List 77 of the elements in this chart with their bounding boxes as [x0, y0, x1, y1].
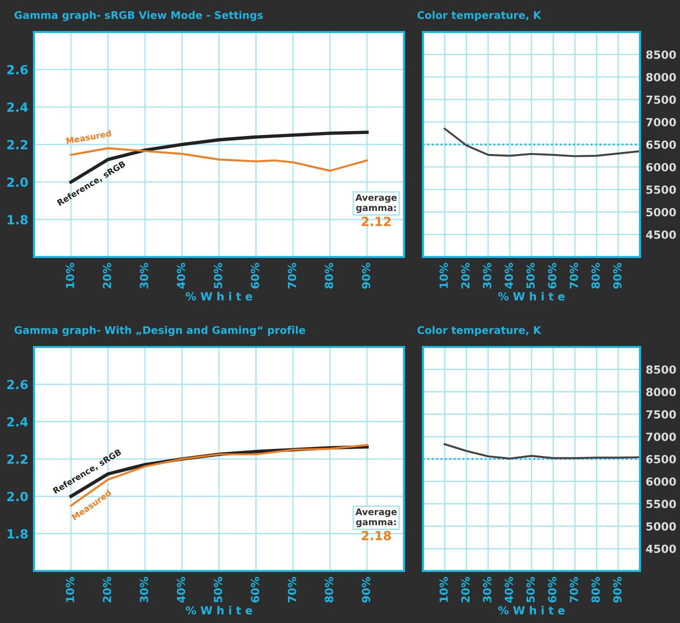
text: Measured — [66, 130, 112, 144]
chart-title: Gamma graph- sRGB View Mode - Settings — [14, 10, 263, 22]
y2-tick-label: 4500 — [646, 544, 676, 553]
x-tick-label: 30% — [482, 576, 492, 602]
x-tick-label: 50% — [214, 262, 222, 288]
y2-tick-label: 5500 — [646, 500, 676, 508]
y2-tick-label: 7500 — [646, 410, 676, 419]
x-tick-label: 20% — [102, 576, 112, 602]
y-tick-label: 2.6 — [7, 64, 28, 74]
y2-tick-label: 5000 — [646, 522, 676, 531]
x-tick-label: 40% — [176, 576, 186, 603]
y2-tick-label: 6500 — [646, 454, 676, 464]
y-tick-label: 2.2 — [7, 140, 28, 150]
x-tick-label: 30% — [140, 576, 148, 602]
x-tick-label: 50% — [526, 262, 535, 288]
x-axis-title: % W h i t e — [498, 606, 565, 615]
x-tick-label: 60% — [548, 262, 556, 288]
x-tick-label: 10% — [66, 576, 74, 602]
y2-tick-label: 7500 — [646, 95, 676, 104]
x-tick-label: 80% — [324, 576, 334, 602]
y2-tick-label: 8500 — [646, 365, 676, 374]
annotation: Average gamma: — [355, 508, 397, 528]
y-tick-label: 2.4 — [7, 417, 28, 426]
y2-tick-label: 4500 — [646, 230, 676, 239]
x-tick-label: 60% — [548, 576, 556, 602]
x-axis-title: % W h i t e — [498, 292, 565, 301]
y2-tick-label: 8000 — [646, 388, 676, 396]
y2-tick-label: 6000 — [646, 162, 676, 172]
x-tick-label: 50% — [214, 576, 222, 602]
x-tick-label: 30% — [140, 262, 148, 288]
x-tick-label: 70% — [570, 576, 578, 602]
x-tick-label: 40% — [504, 576, 514, 603]
annotation: 2.12 — [362, 216, 391, 226]
x-tick-label: 10% — [66, 262, 74, 288]
x-tick-label: 40% — [176, 262, 186, 289]
x-tick-label: 30% — [482, 262, 492, 288]
x-tick-label: 90% — [613, 262, 622, 289]
y2-tick-label: 5500 — [646, 185, 676, 194]
annotation: 2.18 — [362, 530, 391, 540]
chart-title: Gamma graph- With „Design and Gaming“ profile — [14, 326, 306, 336]
y-tick-label: 2.2 — [7, 454, 28, 464]
x-tick-label: 70% — [288, 576, 296, 602]
chart-title: Color temperature, K — [418, 10, 542, 22]
y-tick-label: 2.0 — [7, 177, 28, 187]
y2-tick-label: 8500 — [646, 50, 676, 59]
y2-tick-label: 6500 — [646, 140, 676, 149]
x-tick-label: 60% — [250, 262, 260, 288]
y2-tick-label: 8000 — [646, 72, 676, 82]
x-tick-label: 20% — [461, 576, 470, 602]
x-tick-label: 50% — [526, 576, 535, 602]
x-tick-label: 10% — [440, 576, 448, 602]
y2-tick-label: 7000 — [646, 432, 676, 441]
x-tick-label: 60% — [250, 576, 260, 602]
x-tick-label: 80% — [591, 576, 600, 602]
x-tick-label: 80% — [324, 262, 334, 288]
y-tick-label: 2.6 — [7, 380, 28, 390]
y-tick-label: 2.4 — [7, 102, 28, 112]
annotation: Average gamma: — [355, 194, 397, 213]
y2-tick-label: 7000 — [646, 118, 676, 126]
x-tick-label: 40% — [504, 262, 514, 289]
y-tick-label: 2.0 — [7, 492, 28, 502]
x-tick-label: 70% — [288, 262, 296, 288]
x-axis-title: % W h i t e — [186, 292, 252, 301]
x-tick-label: 20% — [102, 262, 112, 288]
x-tick-label: 90% — [362, 262, 370, 289]
y-tick-label: 1.8 — [8, 214, 28, 224]
x-tick-label: 70% — [570, 262, 578, 288]
y-tick-label: 1.8 — [8, 529, 28, 539]
chart-title: Color temperature, K — [418, 326, 542, 336]
y2-tick-label: 5000 — [646, 208, 676, 216]
x-tick-label: 90% — [362, 576, 370, 603]
x-tick-label: 10% — [440, 262, 448, 288]
x-axis-title: % W h i t e — [186, 606, 252, 615]
x-tick-label: 90% — [613, 576, 622, 603]
x-tick-label: 20% — [461, 262, 470, 288]
y2-tick-label: 6000 — [646, 477, 676, 486]
x-tick-label: 80% — [591, 262, 600, 288]
